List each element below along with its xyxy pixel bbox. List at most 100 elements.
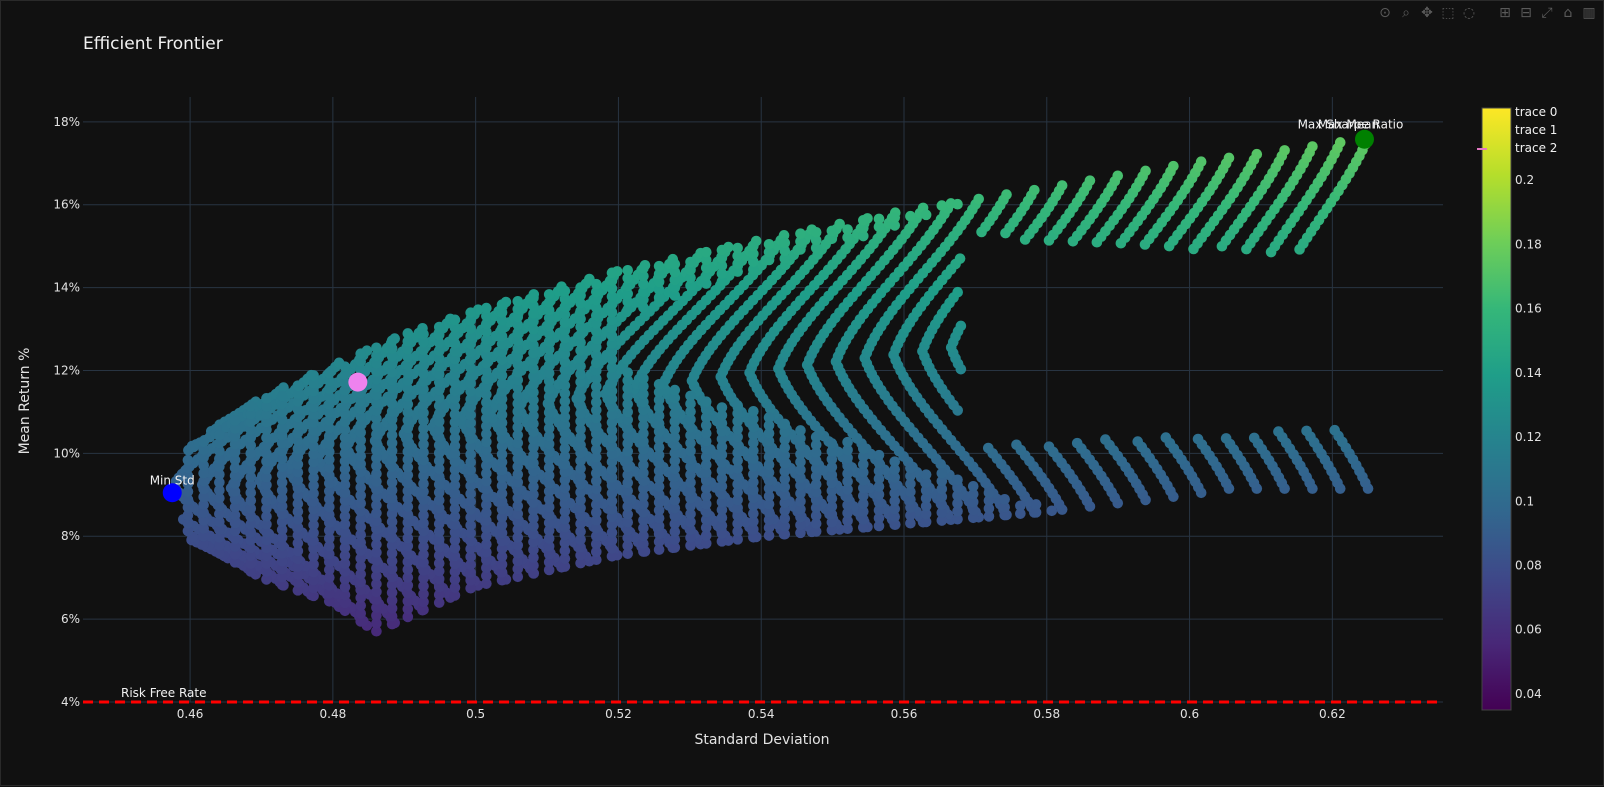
portfolio-point <box>481 554 492 566</box>
portfolio-point <box>182 494 194 505</box>
portfolio-point <box>653 528 665 540</box>
camera-icon[interactable]: ⊙ <box>1379 5 1391 21</box>
legend-item[interactable]: trace 2 <box>1515 141 1557 155</box>
portfolio-point <box>575 353 586 364</box>
portfolio-point <box>606 503 618 515</box>
portfolio-point <box>386 358 398 370</box>
portfolio-point <box>449 487 461 499</box>
portfolio-point <box>559 427 571 439</box>
legend-item[interactable]: trace 0 <box>1515 105 1557 119</box>
portfolio-point <box>528 292 539 304</box>
reset-axes-icon[interactable]: ⌂ <box>1563 5 1573 21</box>
portfolio-point <box>826 509 838 520</box>
legend[interactable]: trace 0 trace 1 trace 2 <box>1477 105 1557 155</box>
portfolio-point <box>763 451 775 463</box>
portfolio-point <box>685 256 696 268</box>
portfolio-point <box>261 463 272 475</box>
portfolio-point <box>386 579 398 590</box>
portfolio-point <box>748 453 759 464</box>
portfolio-point <box>575 455 586 467</box>
portfolio-point <box>465 582 476 594</box>
portfolio-point <box>559 348 571 360</box>
portfolio-point <box>543 383 555 395</box>
portfolio-point <box>402 446 414 457</box>
portfolio-point <box>465 354 476 366</box>
portfolio-point <box>229 486 241 497</box>
lasso-icon[interactable]: ◌ <box>1462 5 1476 21</box>
portfolio-point <box>245 479 257 491</box>
portfolio-point <box>481 499 492 511</box>
portfolio-point <box>261 400 272 412</box>
portfolio-point <box>355 521 367 533</box>
portfolio-point <box>1223 152 1235 164</box>
portfolio-point <box>481 546 492 558</box>
portfolio-point <box>779 237 791 249</box>
portfolio-point <box>622 367 634 378</box>
portfolio-point <box>418 336 429 348</box>
box-select-icon[interactable]: ⬚ <box>1441 5 1455 21</box>
portfolio-point <box>606 495 618 507</box>
portfolio-point <box>983 511 995 522</box>
y-tick-label: 12% <box>53 363 80 377</box>
portfolio-point <box>748 461 759 472</box>
portfolio-point <box>278 382 289 393</box>
portfolio-point <box>308 566 319 578</box>
plotly-logo-icon[interactable]: ▥ <box>1582 5 1596 21</box>
portfolio-point <box>465 441 476 452</box>
portfolio-point <box>606 291 618 302</box>
portfolio-point <box>591 507 602 518</box>
portfolio-point <box>700 262 712 274</box>
zoom-in-icon[interactable]: ⊞ <box>1499 5 1511 21</box>
portfolio-point <box>763 490 775 502</box>
autoscale-icon[interactable]: ⤢ <box>1541 5 1553 21</box>
portfolio-point <box>276 563 288 575</box>
portfolio-point <box>669 455 681 467</box>
portfolio-point <box>1334 137 1346 148</box>
portfolio-point <box>276 406 288 417</box>
portfolio-point <box>528 560 539 571</box>
chart-title: Efficient Frontier <box>83 34 223 54</box>
portfolio-point <box>418 454 429 466</box>
portfolio-point <box>355 498 367 509</box>
zoom-icon[interactable]: ⌕ <box>1402 5 1410 21</box>
portfolio-point <box>967 504 979 516</box>
portfolio-point <box>371 397 382 409</box>
portfolio-point <box>496 401 508 413</box>
portfolio-point <box>386 437 398 449</box>
portfolio-point <box>496 362 508 373</box>
portfolio-point <box>732 423 743 435</box>
portfolio-point <box>858 506 869 517</box>
portfolio-point <box>261 456 272 467</box>
portfolio-point <box>198 483 209 495</box>
portfolio-point <box>245 526 257 538</box>
portfolio-point <box>795 440 806 452</box>
portfolio-point <box>386 595 398 606</box>
portfolio-point <box>936 515 948 526</box>
portfolio-point <box>528 536 539 548</box>
portfolio-point <box>261 479 272 491</box>
portfolio-point <box>465 496 476 507</box>
y-axis-title: Mean Return % <box>17 348 33 455</box>
portfolio-point <box>700 404 712 415</box>
portfolio-point <box>575 298 586 309</box>
portfolio-point <box>402 414 414 426</box>
portfolio-point <box>386 555 398 567</box>
portfolio-point <box>1195 156 1207 168</box>
legend-item[interactable]: trace 1 <box>1515 123 1557 137</box>
portfolio-point <box>669 487 681 498</box>
zoom-out-icon[interactable]: ⊟ <box>1520 5 1532 21</box>
portfolio-point <box>276 437 288 449</box>
portfolio-point <box>481 350 492 361</box>
portfolio-point <box>198 499 209 511</box>
pan-icon[interactable]: ✥ <box>1421 5 1433 21</box>
portfolio-point <box>858 214 869 226</box>
portfolio-point <box>261 542 272 554</box>
portfolio-point <box>669 384 681 396</box>
portfolio-point <box>182 486 194 497</box>
portfolio-point <box>779 481 791 493</box>
colorbar: 0.04 0.06 0.08 0.1 0.12 0.14 0.16 0.18 0.2 <box>1481 107 1542 711</box>
portfolio-point <box>732 494 743 506</box>
portfolio-point <box>763 420 775 431</box>
portfolio-point <box>748 240 759 252</box>
